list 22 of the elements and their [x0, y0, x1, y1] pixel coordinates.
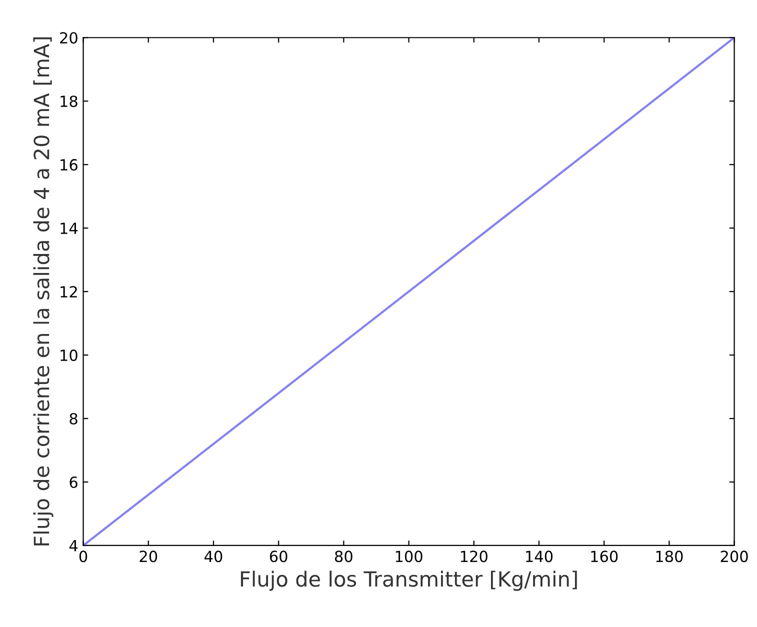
x-tick-label: 200 [720, 550, 748, 562]
x-tick-label: 40 [204, 550, 222, 562]
y-tick-label: 10 [60, 350, 78, 362]
x-tick-label: 20 [140, 550, 158, 562]
x-tick-label: 120 [460, 550, 488, 562]
y-tick-label: 16 [60, 159, 78, 171]
y-tick-label: 14 [60, 222, 78, 234]
y-tick-label: 8 [70, 412, 78, 425]
x-tick-label: 0 [79, 550, 88, 562]
x-axis-title: Flujo de los Transmitter [Kg/min] [240, 570, 577, 591]
y-tick-label: 20 [60, 32, 78, 44]
y-axis-title: Flujo de corriente en la salida de 4 a 20 mA [mA] [33, 37, 54, 546]
x-tick-label: 60 [270, 550, 288, 562]
x-tick-label: 100 [396, 550, 422, 562]
y-tick-label: 4 [69, 540, 78, 552]
y-tick-label: 18 [60, 96, 78, 108]
x-tick-label: 180 [656, 550, 683, 562]
x-tick-label: 140 [526, 550, 553, 562]
x-tick-label: 160 [591, 550, 618, 562]
x-tick-label: 80 [334, 550, 352, 562]
y-tick-label: 12 [60, 286, 77, 298]
y-tick-label: 6 [70, 476, 78, 488]
